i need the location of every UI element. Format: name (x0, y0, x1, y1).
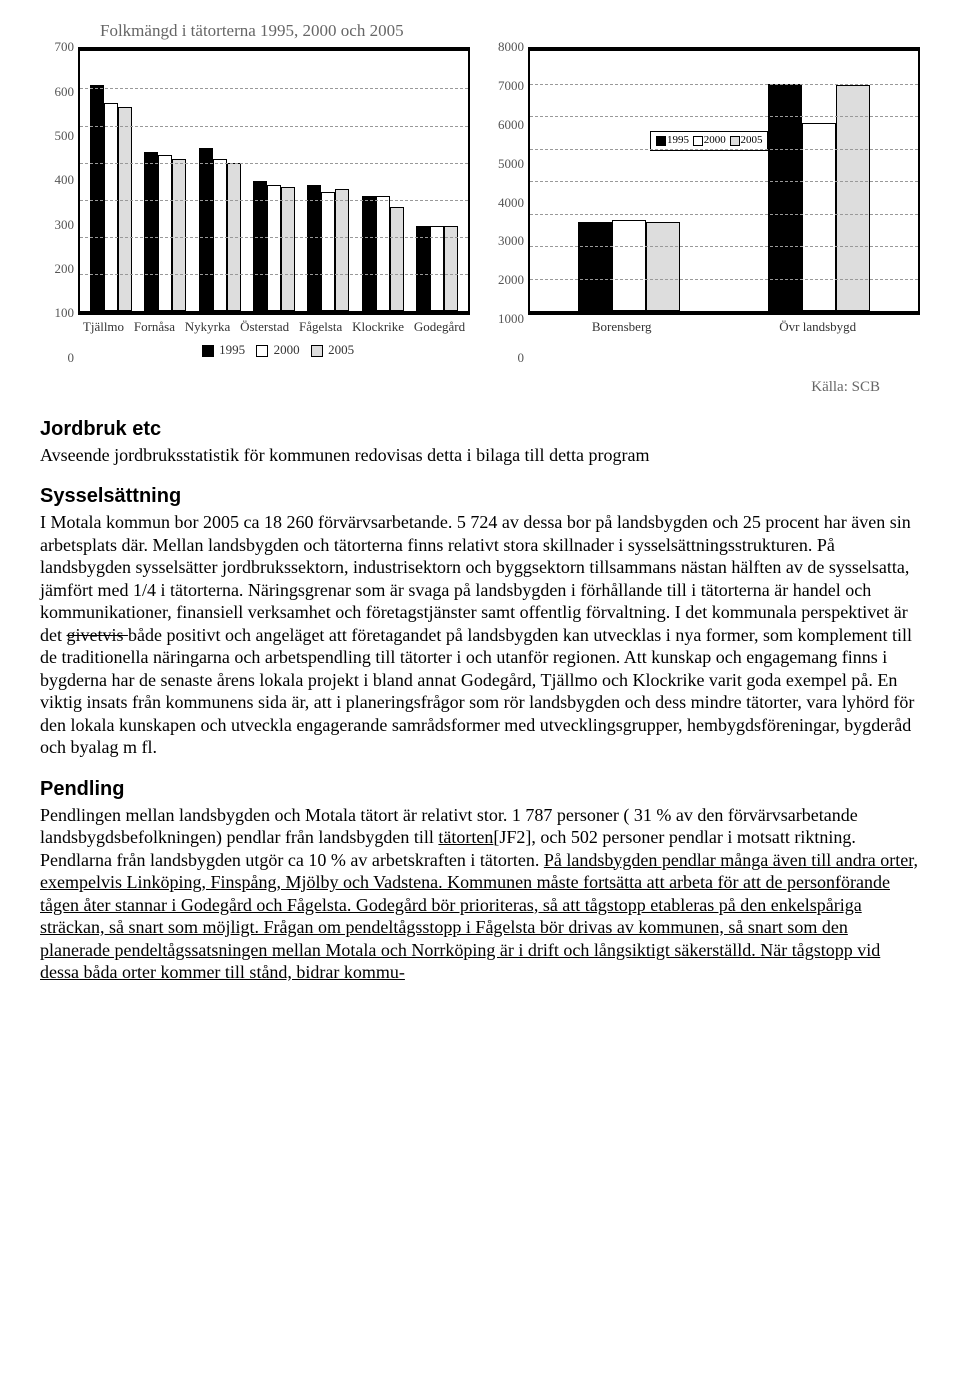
y-axis-tick: 700 (40, 39, 74, 55)
bar-group (144, 51, 186, 311)
bar (90, 85, 104, 312)
source-label: Källa: SCB (40, 378, 880, 397)
y-axis-tick: 7000 (490, 78, 524, 94)
heading-jordbruk: Jordbruk etc (40, 417, 920, 442)
chart-right: 010002000300040005000600070008000 1995 2… (528, 47, 920, 358)
bar (802, 123, 836, 312)
y-axis-tick: 2000 (490, 272, 524, 288)
bar (390, 207, 404, 311)
bar (335, 189, 349, 312)
bar (104, 103, 118, 311)
y-axis-tick: 3000 (490, 233, 524, 249)
bar-group (416, 51, 458, 311)
y-axis-tick: 600 (40, 83, 74, 99)
paragraph-sysselsattning: I Motala kommun bor 2005 ca 18 260 förvä… (40, 511, 920, 759)
chart-title: Folkmängd i tätorterna 1995, 2000 och 20… (100, 20, 920, 41)
bar (144, 152, 158, 312)
paragraph-pendling: Pendlingen mellan landsbygden och Motala… (40, 804, 920, 984)
bar-group (362, 51, 404, 311)
bar (213, 159, 227, 311)
struck-text: givetvis (67, 625, 129, 645)
bar (199, 148, 213, 311)
y-axis-tick: 200 (40, 261, 74, 277)
y-axis-tick: 1000 (490, 311, 524, 327)
bar (321, 192, 335, 311)
charts-row: 0100200300400500600700 TjällmoFornåsaNyk… (40, 47, 920, 358)
x-axis-label: Tjällmo (83, 319, 124, 335)
bar (646, 222, 680, 311)
heading-pendling: Pendling (40, 777, 920, 802)
bar (836, 85, 870, 311)
y-axis-tick: 5000 (490, 156, 524, 172)
y-axis-tick: 400 (40, 172, 74, 188)
bar (172, 159, 186, 311)
bar (307, 185, 321, 311)
bar-group (307, 51, 349, 311)
y-axis-tick: 6000 (490, 117, 524, 133)
bar-group (90, 51, 132, 311)
bar (118, 107, 132, 311)
bar (281, 187, 295, 311)
x-axis-label: Klockrike (352, 319, 404, 335)
bar (444, 226, 458, 311)
y-axis-tick: 100 (40, 305, 74, 321)
chart-left: 0100200300400500600700 TjällmoFornåsaNyk… (78, 47, 470, 358)
bar-group (253, 51, 295, 311)
x-axis-label: Fornåsa (134, 319, 175, 335)
x-axis-label: Godegård (414, 319, 465, 335)
y-axis-tick: 4000 (490, 194, 524, 210)
bar (158, 155, 172, 311)
x-axis-label: Nykyrka (185, 319, 231, 335)
x-axis-label: Borensberg (592, 319, 652, 335)
bar (416, 226, 430, 311)
bar (376, 196, 390, 311)
bar (578, 222, 612, 311)
bar (362, 196, 376, 311)
bar (267, 185, 281, 311)
y-axis-tick: 0 (40, 350, 74, 366)
y-axis-tick: 500 (40, 128, 74, 144)
y-axis-tick: 8000 (490, 39, 524, 55)
chart-legend: 1995 2000 2005 (78, 342, 470, 358)
paragraph-jordbruk: Avseende jordbruksstatistik för kommunen… (40, 444, 920, 467)
y-axis-tick: 300 (40, 217, 74, 233)
x-axis-label: Fågelsta (299, 319, 342, 335)
bar (768, 84, 802, 312)
bar (430, 226, 444, 311)
x-axis-label: Österstad (240, 319, 289, 335)
y-axis-tick: 0 (490, 350, 524, 366)
x-axis-label: Övr landsbygd (779, 319, 856, 335)
bar-group (199, 51, 241, 311)
heading-sysselsattning: Sysselsättning (40, 484, 920, 509)
bar (612, 220, 646, 311)
